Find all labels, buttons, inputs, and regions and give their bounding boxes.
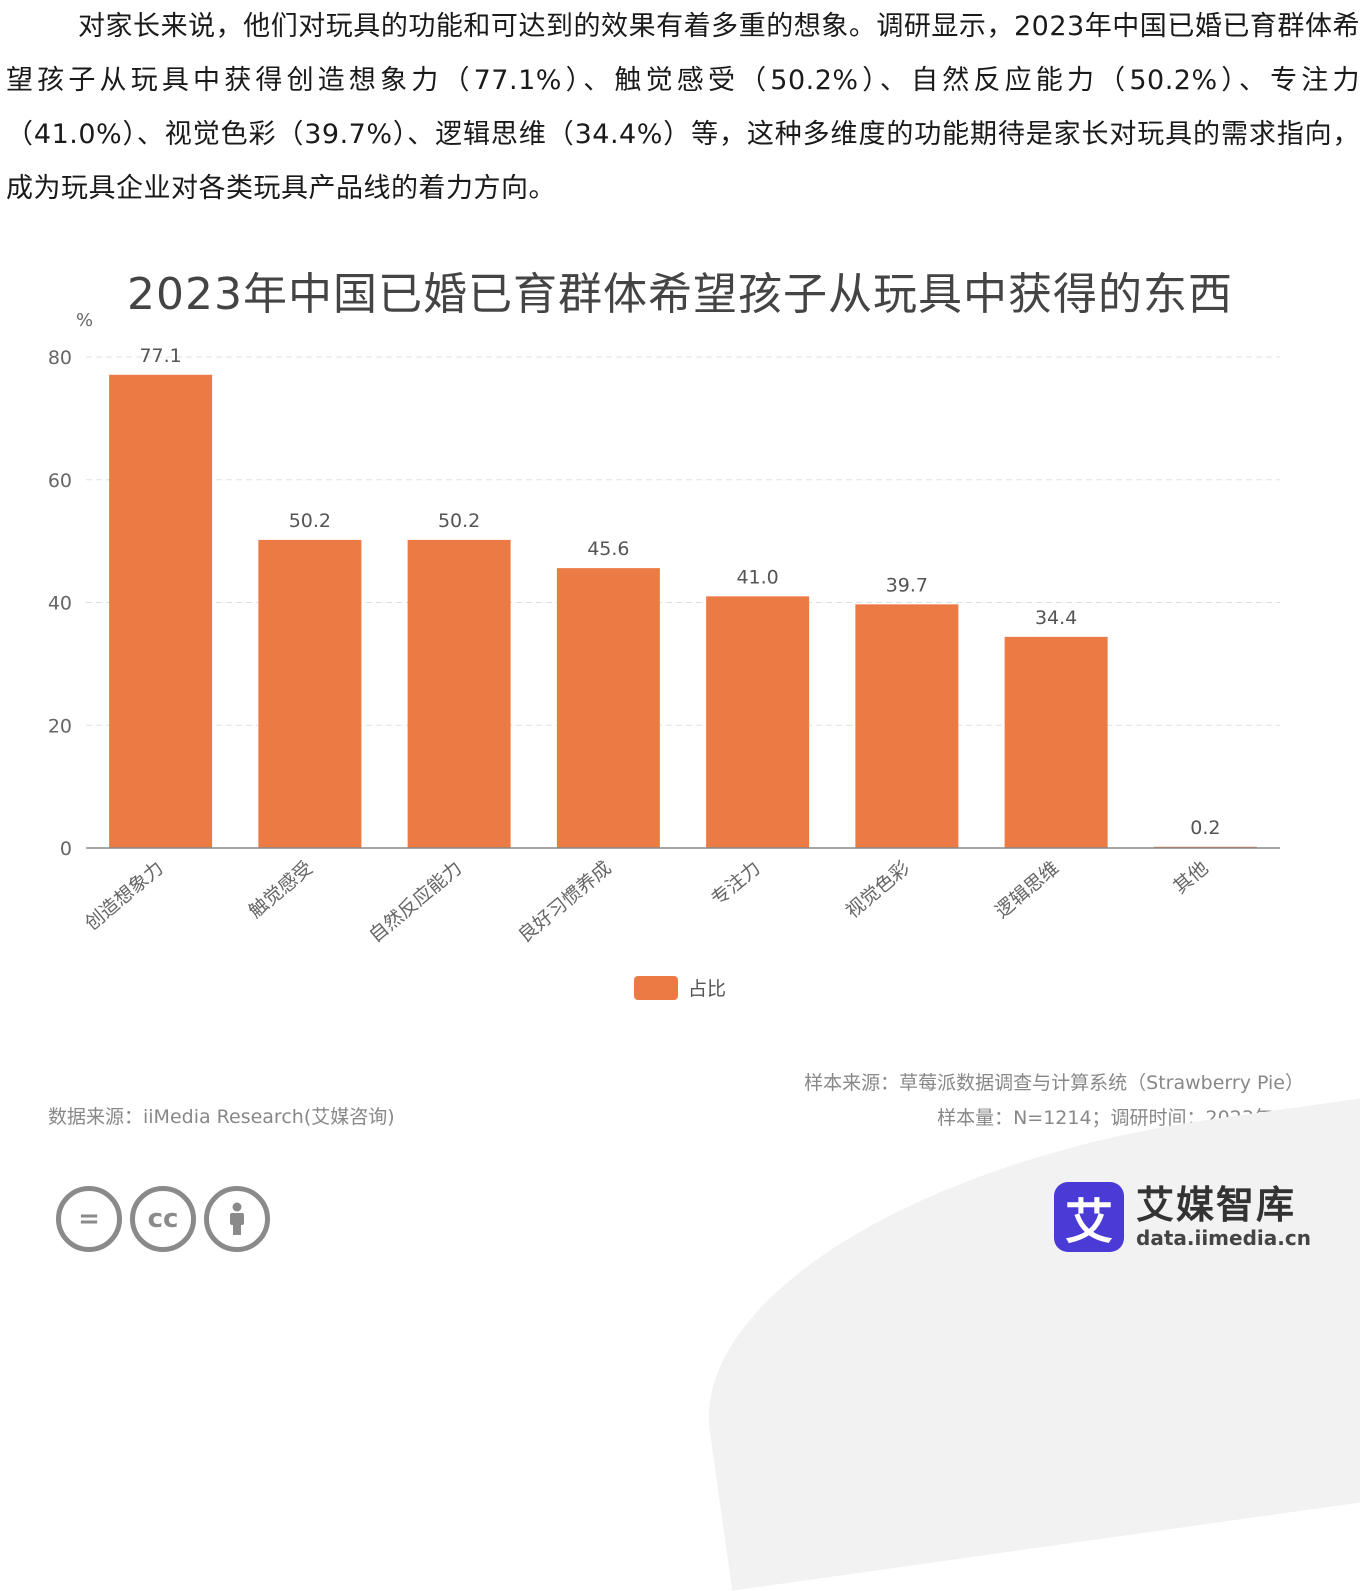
- x-tick-label: 创造想象力: [81, 857, 168, 935]
- x-tick-label: 触觉感受: [245, 857, 317, 923]
- data-label: 34.4: [1035, 607, 1077, 629]
- data-label: 45.6: [587, 538, 629, 560]
- sample-source: 样本来源：草莓派数据调查与计算系统（Strawberry Pie）: [804, 1072, 1304, 1094]
- brand-url: data.iimedia.cn: [1136, 1226, 1311, 1250]
- bar-chart: 0 20 40 60 80 77.1 创造想象力 50.2 触觉感受 50.2 自然反应能力 45.6…: [48, 345, 1280, 947]
- bar: [556, 568, 660, 848]
- y-tick-label: 80: [48, 347, 72, 369]
- bar: [1004, 636, 1108, 848]
- y-tick-label: 20: [48, 715, 72, 737]
- license-icons: = cc: [56, 1186, 270, 1252]
- x-tick-label: 逻辑思维: [991, 857, 1063, 923]
- brand-text: 艾媒智库 data.iimedia.cn: [1136, 1184, 1311, 1250]
- x-tick-label: 专注力: [707, 857, 765, 911]
- legend-swatch: [634, 975, 678, 1000]
- legend-label: 占比: [688, 978, 727, 1000]
- chart-area: 2023年中国已婚已育群体希望孩子从玩具中获得的东西 % 0 20 40 60 80 77…: [0, 230, 1360, 1591]
- x-tick-label: 视觉色彩: [842, 857, 914, 923]
- data-label: 50.2: [438, 510, 480, 532]
- bar: [407, 539, 511, 848]
- y-tick-label: 40: [48, 593, 72, 615]
- bar: [258, 539, 362, 848]
- data-label: 41.0: [736, 566, 778, 588]
- data-label: 50.2: [289, 510, 331, 532]
- bar: [706, 596, 810, 848]
- x-tick-label: 自然反应能力: [365, 857, 466, 947]
- brand-logo: 艾: [1054, 1182, 1124, 1252]
- y-tick-label: 60: [48, 470, 72, 492]
- data-label: 0.2: [1190, 817, 1220, 839]
- decorative-background-wave: [676, 1069, 1360, 1591]
- data-label: 39.7: [886, 574, 928, 596]
- brand-name: 艾媒智库: [1136, 1183, 1297, 1227]
- equals-icon: =: [56, 1186, 122, 1252]
- person-icon: [204, 1186, 270, 1252]
- chart-title: 2023年中国已婚已育群体希望孩子从玩具中获得的东西: [127, 269, 1233, 320]
- x-tick-label: 良好习惯养成: [514, 857, 615, 947]
- article-paragraph: 对家长来说，他们对玩具的功能和可达到的效果有着多重的想象。调研显示，2023年中…: [6, 11, 1360, 204]
- y-axis-unit: %: [76, 310, 94, 331]
- bar: [109, 374, 213, 848]
- legend[interactable]: 占比: [634, 974, 726, 1001]
- data-source: 数据来源：iiMedia Research(艾媒咨询): [48, 1106, 395, 1128]
- y-tick-label: 0: [60, 838, 72, 860]
- brand: 艾 艾媒智库 data.iimedia.cn: [1054, 1182, 1311, 1252]
- cc-icon: cc: [130, 1186, 196, 1252]
- x-tick-label: 其他: [1169, 857, 1212, 898]
- data-label: 77.1: [139, 345, 181, 367]
- bar: [855, 604, 959, 848]
